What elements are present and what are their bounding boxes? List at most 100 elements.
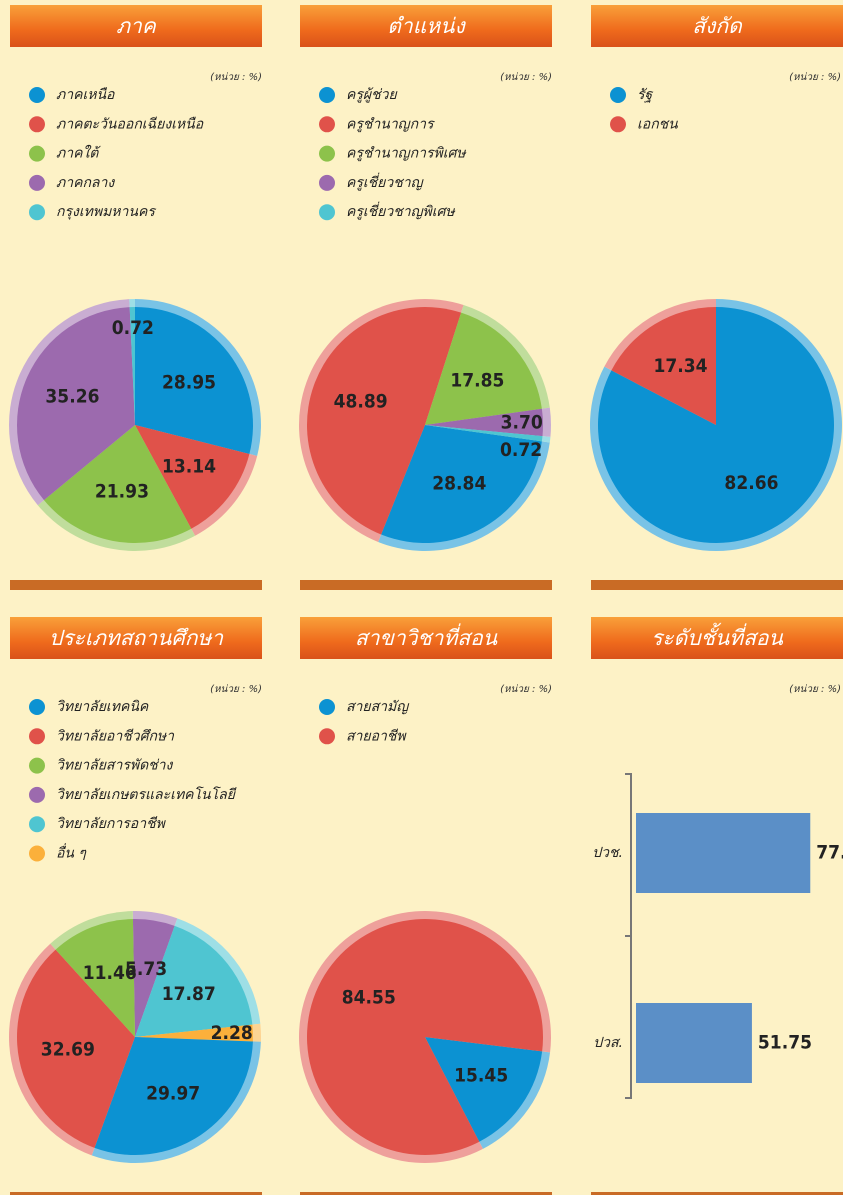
legend-swatch xyxy=(610,87,626,103)
legend-swatch xyxy=(29,816,45,833)
bar xyxy=(636,1003,752,1083)
data-label: 11.46 xyxy=(83,962,137,984)
pie-slice xyxy=(611,307,716,425)
legend-label: สายสามัญ xyxy=(346,699,410,715)
footer-bar xyxy=(10,580,262,590)
panel: สาขาวิชาที่สอน (หน่วย : %) สายสามัญสายอาชี… xyxy=(298,617,552,1195)
data-label: 48.89 xyxy=(334,390,388,412)
header-bar xyxy=(10,5,262,47)
legend-label: วิทยาลัยเกษตรและเทคโนโลยี xyxy=(56,786,237,803)
pie-slice xyxy=(135,1024,253,1042)
legend-swatch xyxy=(319,87,335,103)
data-label: 32.69 xyxy=(41,1039,95,1061)
pie-slice xyxy=(135,425,250,529)
data-label: 17.85 xyxy=(450,369,504,391)
bar xyxy=(636,813,811,893)
legend-swatch xyxy=(319,174,335,191)
pie-slice xyxy=(17,307,135,501)
data-label: 29.97 xyxy=(146,1082,200,1104)
footer-bar xyxy=(591,580,843,590)
legend-swatch xyxy=(29,145,45,162)
unit-label: (หน่วย : %) xyxy=(789,72,841,83)
pie-slice xyxy=(132,919,175,1037)
data-label: 0.72 xyxy=(500,439,542,461)
pie-slice xyxy=(381,425,542,543)
legend-swatch xyxy=(29,757,45,774)
unit-label: (หน่วย : %) xyxy=(789,684,841,695)
pie-slice xyxy=(425,1037,543,1142)
panel: ตำแหน่ง (หน่วย : %) ครูผู้ช่วยครูชำนาญการค… xyxy=(299,5,552,590)
data-label: 17.34 xyxy=(653,355,707,377)
unit-label: (หน่วย : %) xyxy=(210,72,262,83)
data-label: 84.55 xyxy=(342,986,396,1008)
legend-swatch xyxy=(610,116,626,133)
legend-swatch xyxy=(29,786,45,803)
legend-label: วิทยาลัยการอาชีพ xyxy=(56,816,167,832)
legend-label: วิทยาลัยเทคนิค xyxy=(56,699,149,715)
panel-title: สาขาวิชาที่สอน xyxy=(355,623,498,650)
panel-title: สังกัด xyxy=(692,14,743,38)
footer-bar xyxy=(591,1192,843,1195)
pie-slice xyxy=(135,307,254,454)
panel-title: ภาค xyxy=(116,14,157,38)
panel: ภาค (หน่วย : %) ภาคเหนือภาคตะวันออกเฉียงเห… xyxy=(8,5,262,590)
axis-bracket xyxy=(625,773,632,1099)
pie-slice xyxy=(425,425,543,442)
legend-label: รัฐ xyxy=(637,87,654,103)
legend-swatch xyxy=(29,728,45,745)
data-label: 77.8 xyxy=(816,842,843,864)
panel-title: ระดับชั้นที่สอน xyxy=(651,622,783,650)
panel-title: ประเภทสถานศึกษา xyxy=(49,626,224,650)
pie-slice xyxy=(94,1037,253,1155)
panel: ระดับชั้นที่สอน (หน่วย : %) ปวช. 77.8 ปวส. 51… xyxy=(591,617,843,1195)
legend-label: วิทยาลัยอาชีวศึกษา xyxy=(56,728,175,744)
data-label: 21.93 xyxy=(95,481,149,503)
panel: ประเภทสถานศึกษา (หน่วย : %) วิทยาลัยเทคนิค… xyxy=(8,617,262,1195)
pie-slice xyxy=(425,408,543,437)
footer-bar xyxy=(10,1192,262,1195)
unit-label: (หน่วย : %) xyxy=(500,684,552,695)
legend-label: ครูชำนาญการ xyxy=(346,116,435,132)
legend-label: วิทยาลัยสารพัดช่าง xyxy=(56,758,174,774)
header-bar xyxy=(10,617,262,659)
legend-swatch xyxy=(29,87,45,103)
pie-slice xyxy=(425,312,542,425)
panel-title: ตำแหน่ง xyxy=(387,14,466,38)
data-label: 13.14 xyxy=(162,456,216,478)
legend-swatch xyxy=(29,845,45,862)
pie-slice xyxy=(129,307,135,425)
legend-label: ครูเชี่ยวชาญพิเศษ xyxy=(346,201,455,220)
legend-swatch xyxy=(29,699,45,715)
legend-label: อื่น ๆ xyxy=(56,843,87,862)
data-label: 3.70 xyxy=(501,411,543,433)
data-label: 35.26 xyxy=(45,386,99,408)
data-label: 2.28 xyxy=(211,1022,253,1044)
footer-bar xyxy=(300,1192,552,1195)
data-label: 5.73 xyxy=(125,958,167,980)
data-label: 0.72 xyxy=(112,317,154,339)
legend-label: เอกชน xyxy=(637,116,678,132)
unit-label: (หน่วย : %) xyxy=(210,684,262,695)
legend-label: ครูชำนาญการพิเศษ xyxy=(346,146,466,162)
data-label: 17.87 xyxy=(162,983,216,1005)
data-label: 28.95 xyxy=(162,371,216,393)
legend-swatch xyxy=(319,204,335,221)
pie-slice xyxy=(306,919,543,1155)
legend-swatch xyxy=(29,116,45,133)
legend-label: ครูเชี่ยวชาญ xyxy=(346,172,425,191)
legend-swatch xyxy=(29,204,45,221)
footer-bar xyxy=(300,580,552,590)
pie-slice xyxy=(55,919,136,1037)
data-label: 82.66 xyxy=(724,472,778,494)
legend-label: ภาคกลาง xyxy=(56,175,115,191)
category-label: ปวช. xyxy=(592,845,623,861)
legend-label: ภาคเหนือ xyxy=(56,87,115,103)
legend-swatch xyxy=(319,728,335,745)
unit-label: (หน่วย : %) xyxy=(500,72,552,83)
legend-label: กรุงเทพมหานคร xyxy=(56,204,156,220)
pie-slice xyxy=(135,925,253,1037)
pie-slice xyxy=(16,949,135,1148)
legend-label: ภาคตะวันออกเฉียงเหนือ xyxy=(56,116,204,132)
